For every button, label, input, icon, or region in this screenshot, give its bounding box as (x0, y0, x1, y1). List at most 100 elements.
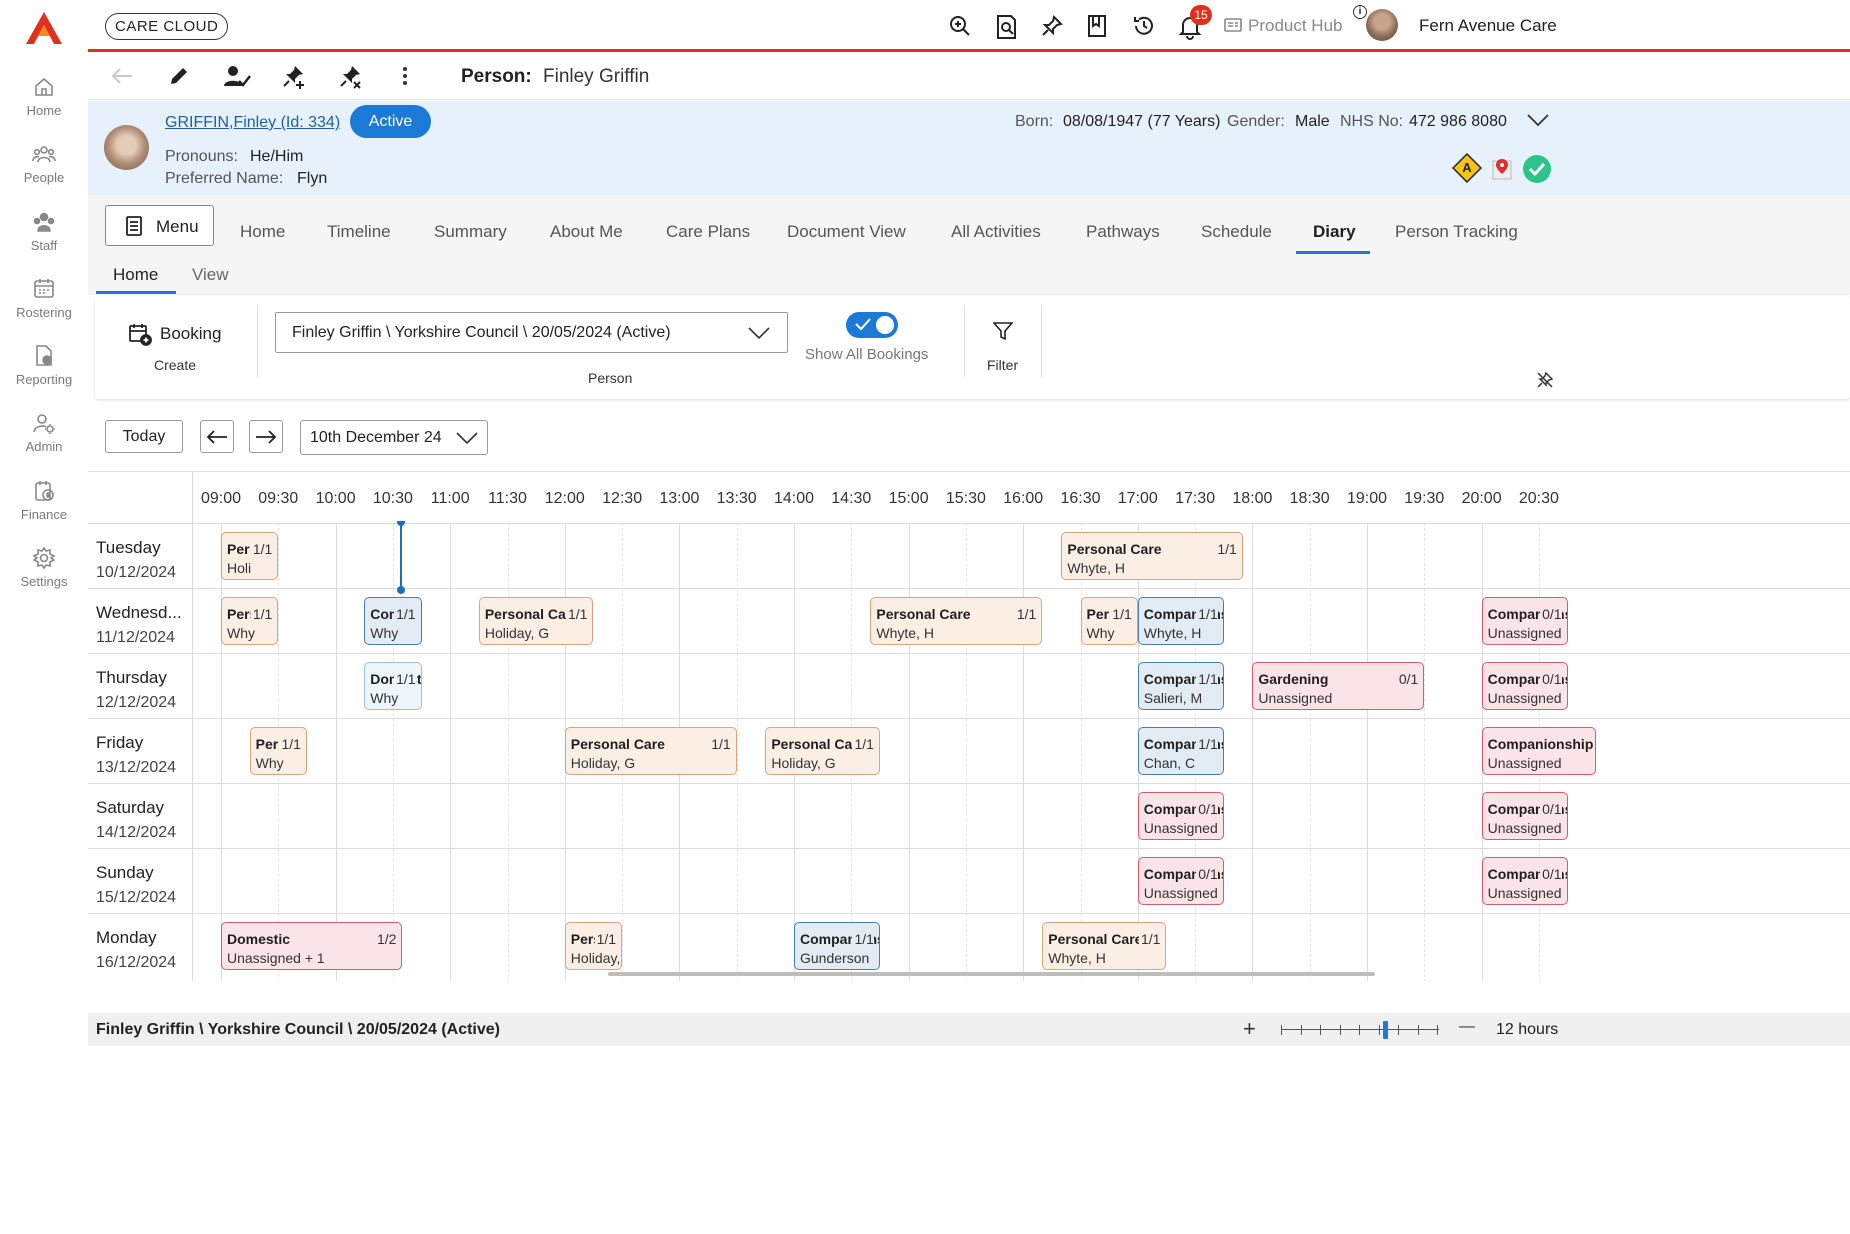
zoom-search-icon[interactable] (948, 14, 972, 38)
product-hub-link[interactable]: Product Hub (1248, 16, 1343, 35)
sidebar-item-admin[interactable]: Admin (0, 411, 88, 454)
app-logo[interactable] (24, 10, 64, 46)
day-row: Monday 16/12/2024 (88, 913, 1850, 978)
booking-count: 0/1 (1540, 801, 1562, 817)
booking-card[interactable]: Personal Care 1/1 Holiday, G (564, 727, 737, 775)
history-icon[interactable] (1132, 14, 1156, 38)
subtab-home[interactable]: Home (113, 265, 159, 284)
booking-assignee: Unassigned (1487, 755, 1562, 771)
booking-card[interactable]: Per: 1/1 Holi (221, 532, 279, 580)
zoom-out-button[interactable]: — (1459, 1018, 1475, 1035)
tab-document-view[interactable]: Document View (787, 222, 906, 241)
user-avatar[interactable] (1366, 9, 1398, 41)
sidebar-item-home[interactable]: Home (0, 75, 88, 118)
time-label: 10:30 (372, 490, 413, 507)
location-pin-icon[interactable] (1491, 157, 1513, 181)
booking-card[interactable]: Companionship Unassigned (1481, 727, 1597, 775)
unpin-ribbon-icon[interactable] (1537, 372, 1553, 388)
tab-timeline[interactable]: Timeline (327, 222, 391, 241)
menu-button[interactable]: Menu (105, 205, 214, 246)
booking-card[interactable]: Domestic 1/2 Unassigned + 1 (221, 922, 403, 970)
sidebar-item-label: Home (26, 103, 62, 118)
booking-card[interactable]: Personal Care 1/1 Whyte, H (870, 597, 1043, 645)
booking-card[interactable]: Com 1/1 Why (364, 597, 422, 645)
pin-add-icon[interactable] (281, 64, 307, 90)
zoom-slider[interactable] (1281, 1021, 1439, 1039)
sidebar-item-settings[interactable]: Settings (0, 546, 88, 589)
tab-schedule[interactable]: Schedule (1201, 222, 1272, 241)
tab-pathways[interactable]: Pathways (1086, 222, 1160, 241)
rostering-icon (34, 279, 54, 298)
more-options-icon[interactable] (402, 66, 408, 86)
brand-badge[interactable]: CARE CLOUD (105, 13, 229, 40)
alert-warning-icon[interactable]: A (1452, 153, 1482, 183)
tab-summary[interactable]: Summary (434, 222, 507, 241)
show-all-bookings-toggle[interactable] (846, 312, 898, 338)
filter-label[interactable]: Filter (987, 357, 1019, 373)
person-select[interactable]: Finley Griffin \ Yorkshire Council \ 20/… (275, 312, 788, 353)
booking-card[interactable]: Personal Care 1/1 Whyte, H (1042, 922, 1167, 970)
today-button[interactable]: Today (105, 420, 183, 453)
edit-pencil-icon[interactable] (168, 65, 190, 87)
tab-about-me[interactable]: About Me (550, 222, 623, 241)
tab-home[interactable]: Home (240, 222, 286, 241)
booking-card[interactable]: Personal Care 1/1 Holiday, G (478, 597, 594, 645)
booking-card[interactable]: Personal Care 1/1 Whyte, H (1061, 532, 1243, 580)
product-hub-icon (1224, 17, 1242, 33)
tab-all-activities[interactable]: All Activities (951, 222, 1041, 241)
booking-label[interactable]: Booking (160, 324, 222, 343)
booking-card[interactable]: Gardening 0/1 Unassigned (1252, 662, 1425, 710)
zoom-slider-thumb[interactable] (1383, 1021, 1389, 1039)
sidebar-item-reporting[interactable]: Reporting (0, 344, 88, 387)
info-icon[interactable]: i (1353, 5, 1367, 19)
booking-card[interactable]: Personal Care 1/1 Holiday, G (765, 727, 880, 775)
tab-care-plans[interactable]: Care Plans (666, 222, 751, 241)
pin-remove-icon[interactable] (338, 64, 364, 90)
subtab-view[interactable]: View (192, 265, 229, 284)
sidebar-item-people[interactable]: People (0, 142, 88, 185)
next-week-button[interactable] (249, 420, 283, 453)
check-circle-icon[interactable] (1522, 154, 1552, 184)
person-name-link[interactable]: GRIFFIN,Finley (Id: 334) (165, 114, 341, 131)
booking-create-icon[interactable] (128, 322, 152, 346)
zoom-in-button[interactable]: + (1243, 1016, 1256, 1041)
booking-card[interactable]: Pers 1/1 Why (1080, 597, 1138, 645)
booking-title: Pers (227, 606, 258, 622)
sidebar-item-staff[interactable]: Staff (0, 210, 88, 253)
time-label: 09:00 (200, 490, 242, 507)
horizontal-scrollbar[interactable] (608, 972, 1375, 976)
date-picker[interactable]: 10th December 24 (300, 420, 488, 455)
assign-person-icon[interactable] (223, 64, 251, 88)
booking-assignee: Why (1086, 625, 1115, 641)
zoom-slider-track (1281, 1029, 1439, 1030)
booking-title: Personal Care (570, 736, 665, 752)
book-icon[interactable] (1086, 14, 1108, 38)
sidebar-item-rostering[interactable]: Rostering (0, 277, 88, 320)
booking-card[interactable]: Pers 1/1 Why (221, 597, 279, 645)
tab-diary[interactable]: Diary (1313, 222, 1356, 241)
nhs-label: NHS No: (1340, 113, 1404, 130)
pin-icon[interactable] (1040, 14, 1064, 38)
tab-person-tracking[interactable]: Person Tracking (1395, 222, 1518, 241)
org-name[interactable]: Fern Avenue Care (1419, 16, 1557, 35)
day-row: Sunday 15/12/2024 (88, 848, 1850, 913)
previous-week-button[interactable] (200, 420, 234, 453)
booking-card[interactable]: Pers 1/1 Why (249, 727, 307, 775)
document-search-icon[interactable] (994, 14, 1018, 40)
back-arrow-icon[interactable] (110, 66, 134, 86)
expand-chevron-icon[interactable] (1527, 113, 1549, 127)
filter-funnel-icon[interactable] (993, 321, 1013, 341)
sidebar-item-finance[interactable]: Finance (0, 479, 88, 522)
